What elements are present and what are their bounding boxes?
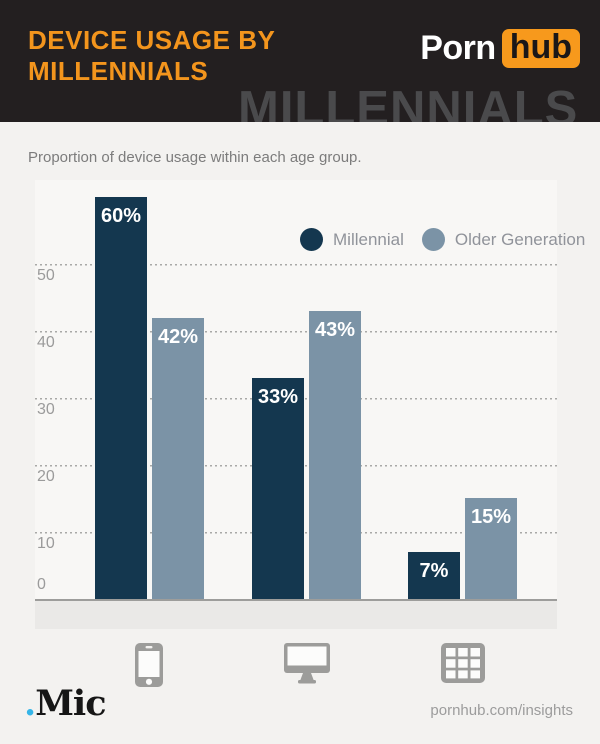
y-tick-20: 20: [37, 468, 55, 485]
mic-logo-text: Mic: [35, 683, 106, 724]
y-tick-50: 50: [37, 267, 55, 284]
bar-tablet-older-generation: 15%: [465, 498, 517, 599]
y-tick-0: 0: [37, 576, 46, 593]
desktop-icon: [283, 643, 331, 690]
pornhub-logo-text-porn: Porn: [420, 29, 496, 67]
gridline-50: [35, 264, 557, 266]
page-title-line1: DEVICE USAGE BY: [28, 25, 276, 55]
bar-value-label: 15%: [470, 506, 512, 528]
y-tick-40: 40: [37, 334, 55, 351]
bar-desktop-older-generation: 43%: [309, 311, 361, 599]
bar-tablet-millennial: 7%: [408, 552, 460, 599]
y-tick-30: 30: [37, 401, 55, 418]
bar-value-label: 43%: [314, 319, 356, 341]
bar-value-label: 42%: [157, 326, 199, 348]
millennials-watermark: MILLENNIALS: [238, 82, 579, 123]
bar-value-label: 33%: [257, 386, 299, 408]
tablet-grid-icon: [441, 643, 485, 689]
pornhub-logo-text-hub: hub: [501, 29, 580, 68]
chart-subtitle: Proportion of device usage within each a…: [28, 149, 362, 166]
mic-logo-dot: .: [24, 683, 36, 724]
gridline-40: [35, 331, 557, 333]
chart-legend: Millennial Older Generation: [300, 228, 600, 251]
legend-label-older-generation: Older Generation: [454, 229, 586, 249]
legend-swatch-older-generation: [421, 228, 445, 251]
bar-phone-millennial: 60%: [95, 197, 147, 599]
legend-swatch-millennial: [300, 228, 323, 251]
phone-icon: [135, 643, 163, 694]
insights-url: pornhub.com/insights: [430, 702, 573, 719]
bar-desktop-millennial: 33%: [252, 378, 304, 599]
page-title-line2: MILLENNIALS: [28, 56, 209, 86]
page-title: DEVICE USAGE BY MILLENNIALS: [28, 25, 275, 87]
x-axis-band: [35, 601, 557, 629]
bar-value-label: 60%: [100, 205, 142, 227]
legend-label-millennial: Millennial: [333, 229, 404, 249]
y-tick-10: 10: [37, 535, 55, 552]
bar-value-label: 7%: [419, 560, 449, 582]
header: DEVICE USAGE BY MILLENNIALS Porn hub MIL…: [0, 0, 600, 122]
mic-logo: .Mic: [24, 683, 107, 724]
pornhub-logo: Porn hub: [420, 29, 580, 68]
x-axis-line: [35, 599, 557, 601]
bar-phone-older-generation: 42%: [152, 318, 204, 599]
